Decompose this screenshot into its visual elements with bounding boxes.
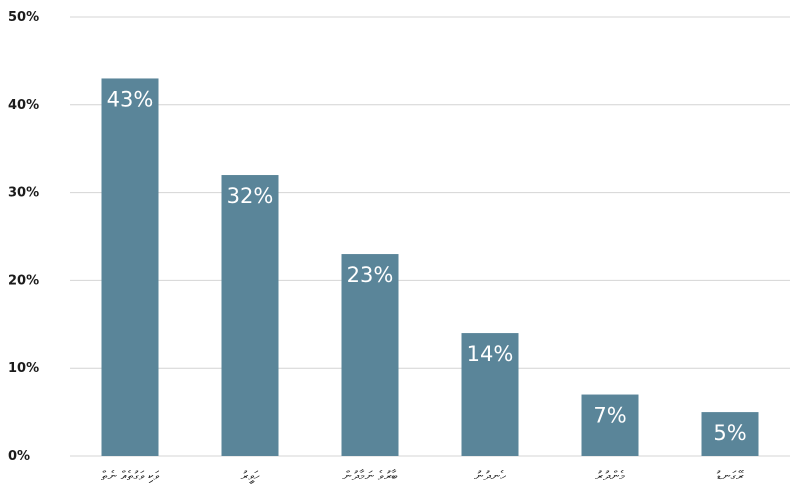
bar <box>102 78 159 456</box>
bar-value-label: 5% <box>713 421 746 445</box>
bar-value-label: 7% <box>593 404 626 428</box>
y-tick-label: 50% <box>8 10 39 25</box>
y-tick-label: 40% <box>8 98 39 113</box>
y-tick-label: 20% <box>8 273 39 288</box>
x-tick-label: ވަކި ވަގުތެއް ނެތް <box>101 469 160 484</box>
bars <box>102 78 759 456</box>
y-tick-label: 0% <box>8 449 30 464</box>
x-tick-label: ރޭގަނޑު <box>716 469 745 484</box>
x-tick-label: މެންދުރު <box>595 469 625 484</box>
y-axis-ticks: 0% 10% 20% 30% 40% 50% <box>8 10 39 464</box>
bar <box>222 175 279 456</box>
bar-value-label: 23% <box>347 263 394 287</box>
bar-value-label: 14% <box>467 342 514 366</box>
bar-value-label: 43% <box>107 87 154 111</box>
gridlines <box>70 17 790 456</box>
y-tick-label: 30% <box>8 186 39 201</box>
x-tick-label: ހެނދުނު <box>474 469 506 484</box>
x-axis-ticks: ވަކި ވަގުތެއް ނެތް ހަވީރު ބާރުވެ ނަމާދުން ހ… <box>101 469 744 484</box>
data-labels: 43% 32% 23% 14% 7% 5% <box>107 87 747 445</box>
x-tick-label: ބާރުވެ ނަމާދުން <box>342 469 397 484</box>
bar-value-label: 32% <box>227 184 274 208</box>
y-tick-label: 10% <box>8 361 39 376</box>
x-tick-label: ހަވީރު <box>241 469 260 484</box>
